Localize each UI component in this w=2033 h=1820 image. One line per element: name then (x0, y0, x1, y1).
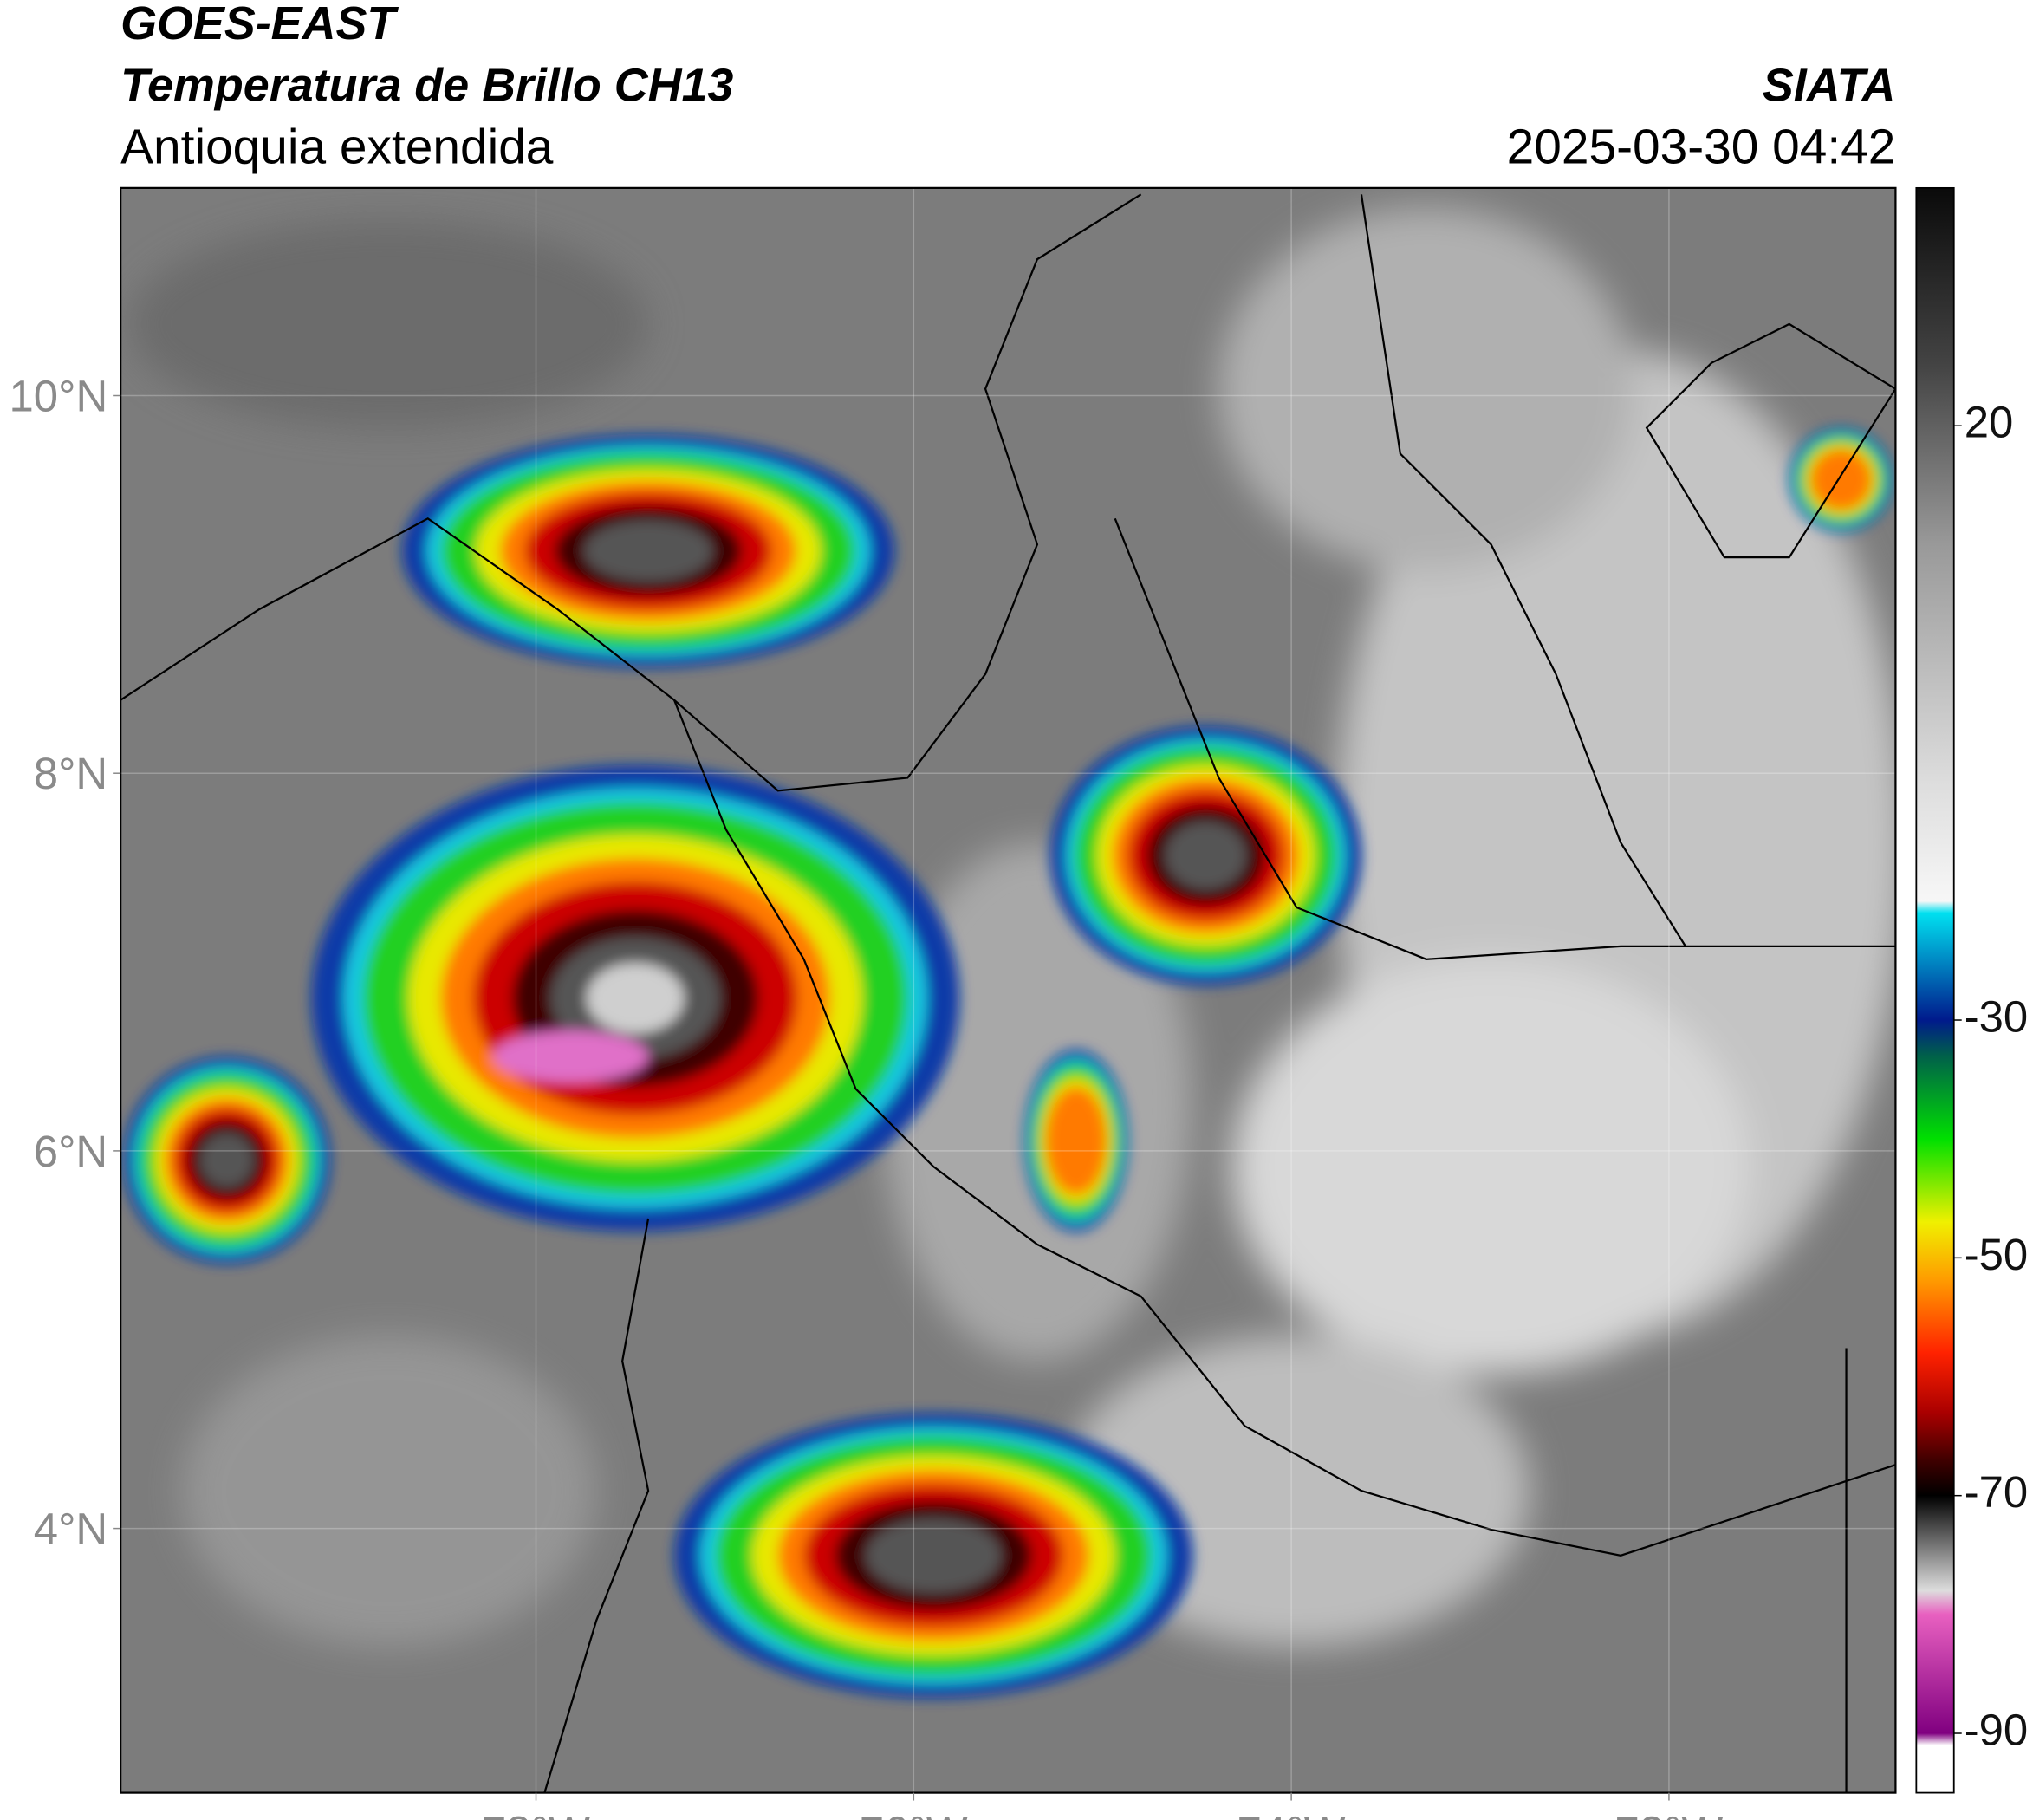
colorbar-tick-label: -70 (1965, 1467, 2029, 1517)
x-tick-label: 78°W (482, 1807, 590, 1820)
storm-core (492, 1030, 649, 1082)
x-tick-label: 72°W (1614, 1807, 1723, 1820)
title: GOES-EAST (120, 0, 399, 49)
map-area (120, 187, 1896, 1793)
storm-layer (1165, 822, 1247, 890)
colorbar-tick-label: 20 (1965, 398, 2014, 447)
y-tick-label: 10°N (10, 371, 108, 420)
y-tick-label: 6°N (34, 1127, 107, 1176)
storm-layer (866, 1518, 1002, 1593)
map-frame (120, 186, 1897, 1794)
storm-layer (584, 520, 712, 582)
timestamp: 2025-03-30 04:42 (1507, 120, 1896, 174)
grid (120, 187, 1896, 1793)
borders (120, 193, 1896, 1793)
region: Antioquia extendida (120, 120, 554, 174)
y-tick-label: 8°N (34, 749, 107, 798)
storm-layer (1044, 1086, 1107, 1196)
storm-layer (587, 963, 685, 1034)
storm-layer (199, 1133, 254, 1187)
cloud-field (129, 207, 1896, 1647)
x-tick-label: 76°W (860, 1807, 968, 1820)
source: SIATA (1763, 60, 1896, 112)
colorbar-tick-label: -50 (1965, 1230, 2029, 1279)
colorbar-tick-label: -30 (1965, 991, 2029, 1041)
x-tick-label: 74°W (1237, 1807, 1346, 1820)
y-tick-label: 4°N (34, 1505, 107, 1554)
storm-cells (123, 427, 1893, 1699)
colorbar-ticks: -90 -70 -50 -30 20 (1953, 398, 2029, 1754)
axes: 78°W 76°W 74°W 72°W 4°N 6°N 8°N 10°N (10, 371, 1724, 1820)
storm-layer (1809, 448, 1873, 511)
colorbar-tick-label: -90 (1965, 1705, 2029, 1754)
colorbar (1915, 186, 1955, 1794)
subtitle: Temperatura de Brillo CH13 (120, 60, 733, 112)
